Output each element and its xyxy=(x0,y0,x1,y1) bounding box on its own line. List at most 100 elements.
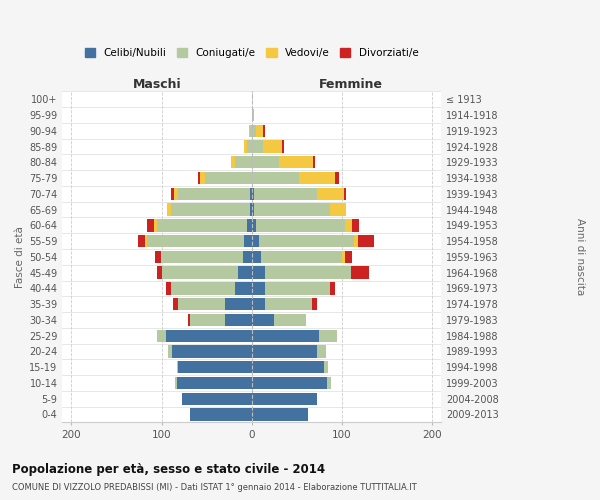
Bar xyxy=(252,298,312,310)
Bar xyxy=(252,298,317,310)
Bar xyxy=(252,361,324,374)
Bar xyxy=(252,172,299,184)
Bar xyxy=(252,235,353,248)
Y-axis label: Fasce di età: Fasce di età xyxy=(15,226,25,288)
Bar xyxy=(242,250,252,263)
Bar xyxy=(252,140,284,152)
Bar xyxy=(252,282,265,294)
Bar xyxy=(168,346,252,358)
Bar xyxy=(170,204,252,216)
Bar xyxy=(252,408,308,420)
Bar xyxy=(175,377,252,389)
Bar xyxy=(235,156,252,168)
Bar xyxy=(252,188,317,200)
Bar xyxy=(252,330,337,342)
Bar xyxy=(252,377,326,389)
Bar xyxy=(252,282,330,294)
Bar xyxy=(252,250,344,263)
Text: Femmine: Femmine xyxy=(319,78,383,90)
Bar xyxy=(161,266,252,279)
Bar xyxy=(252,266,369,279)
Bar xyxy=(252,204,254,216)
Bar xyxy=(231,156,252,168)
Bar xyxy=(252,204,346,216)
Bar xyxy=(188,314,252,326)
Bar xyxy=(177,361,252,374)
Bar xyxy=(175,377,252,389)
Bar xyxy=(252,109,254,121)
Bar xyxy=(178,298,252,310)
Bar xyxy=(252,124,263,137)
Bar xyxy=(252,392,317,405)
Bar xyxy=(157,330,252,342)
Bar xyxy=(235,282,252,294)
Bar xyxy=(252,235,259,248)
Bar xyxy=(252,408,308,420)
Bar xyxy=(252,124,256,137)
Bar xyxy=(252,250,261,263)
Text: Maschi: Maschi xyxy=(133,78,181,90)
Bar xyxy=(247,140,252,152)
Bar xyxy=(166,330,252,342)
Y-axis label: Anni di nascita: Anni di nascita xyxy=(575,218,585,296)
Bar xyxy=(190,408,252,420)
Bar xyxy=(167,204,252,216)
Bar xyxy=(252,408,308,420)
Bar xyxy=(224,314,252,326)
Bar xyxy=(252,188,346,200)
Bar xyxy=(178,188,252,200)
Bar xyxy=(170,282,252,294)
Bar xyxy=(252,266,351,279)
Bar xyxy=(252,298,265,310)
Bar xyxy=(170,282,252,294)
Bar xyxy=(252,219,352,232)
Bar xyxy=(167,204,252,216)
Bar xyxy=(252,235,358,248)
Legend: Celibi/Nubili, Coniugati/e, Vedovi/e, Divorziati/e: Celibi/Nubili, Coniugati/e, Vedovi/e, Di… xyxy=(81,44,422,62)
Bar xyxy=(252,298,312,310)
Bar xyxy=(252,188,254,200)
Bar xyxy=(252,109,254,121)
Bar xyxy=(168,346,252,358)
Bar xyxy=(252,219,359,232)
Bar xyxy=(252,408,308,420)
Bar xyxy=(161,250,252,263)
Bar xyxy=(252,124,265,137)
Bar xyxy=(231,156,252,168)
Bar xyxy=(252,140,263,152)
Bar xyxy=(252,235,374,248)
Bar xyxy=(138,235,252,248)
Bar xyxy=(157,219,252,232)
Bar xyxy=(205,172,252,184)
Bar xyxy=(252,392,317,405)
Bar xyxy=(250,188,252,200)
Bar xyxy=(182,392,252,405)
Bar xyxy=(252,330,319,342)
Bar xyxy=(252,156,315,168)
Bar xyxy=(244,235,252,248)
Bar xyxy=(252,361,328,374)
Bar xyxy=(252,282,330,294)
Bar xyxy=(252,330,337,342)
Bar xyxy=(182,392,252,405)
Bar xyxy=(147,235,252,248)
Bar xyxy=(244,140,252,152)
Bar xyxy=(252,377,331,389)
Bar xyxy=(166,282,252,294)
Text: Popolazione per età, sesso e stato civile - 2014: Popolazione per età, sesso e stato civil… xyxy=(12,462,325,475)
Bar xyxy=(190,314,252,326)
Bar xyxy=(252,377,331,389)
Bar xyxy=(252,314,306,326)
Bar xyxy=(252,219,256,232)
Bar xyxy=(190,408,252,420)
Bar xyxy=(252,361,328,374)
Bar xyxy=(177,377,252,389)
Bar xyxy=(147,219,252,232)
Bar xyxy=(161,250,252,263)
Bar xyxy=(157,330,252,342)
Bar xyxy=(252,314,274,326)
Bar xyxy=(190,408,252,420)
Bar xyxy=(252,266,351,279)
Bar xyxy=(252,156,279,168)
Bar xyxy=(252,266,265,279)
